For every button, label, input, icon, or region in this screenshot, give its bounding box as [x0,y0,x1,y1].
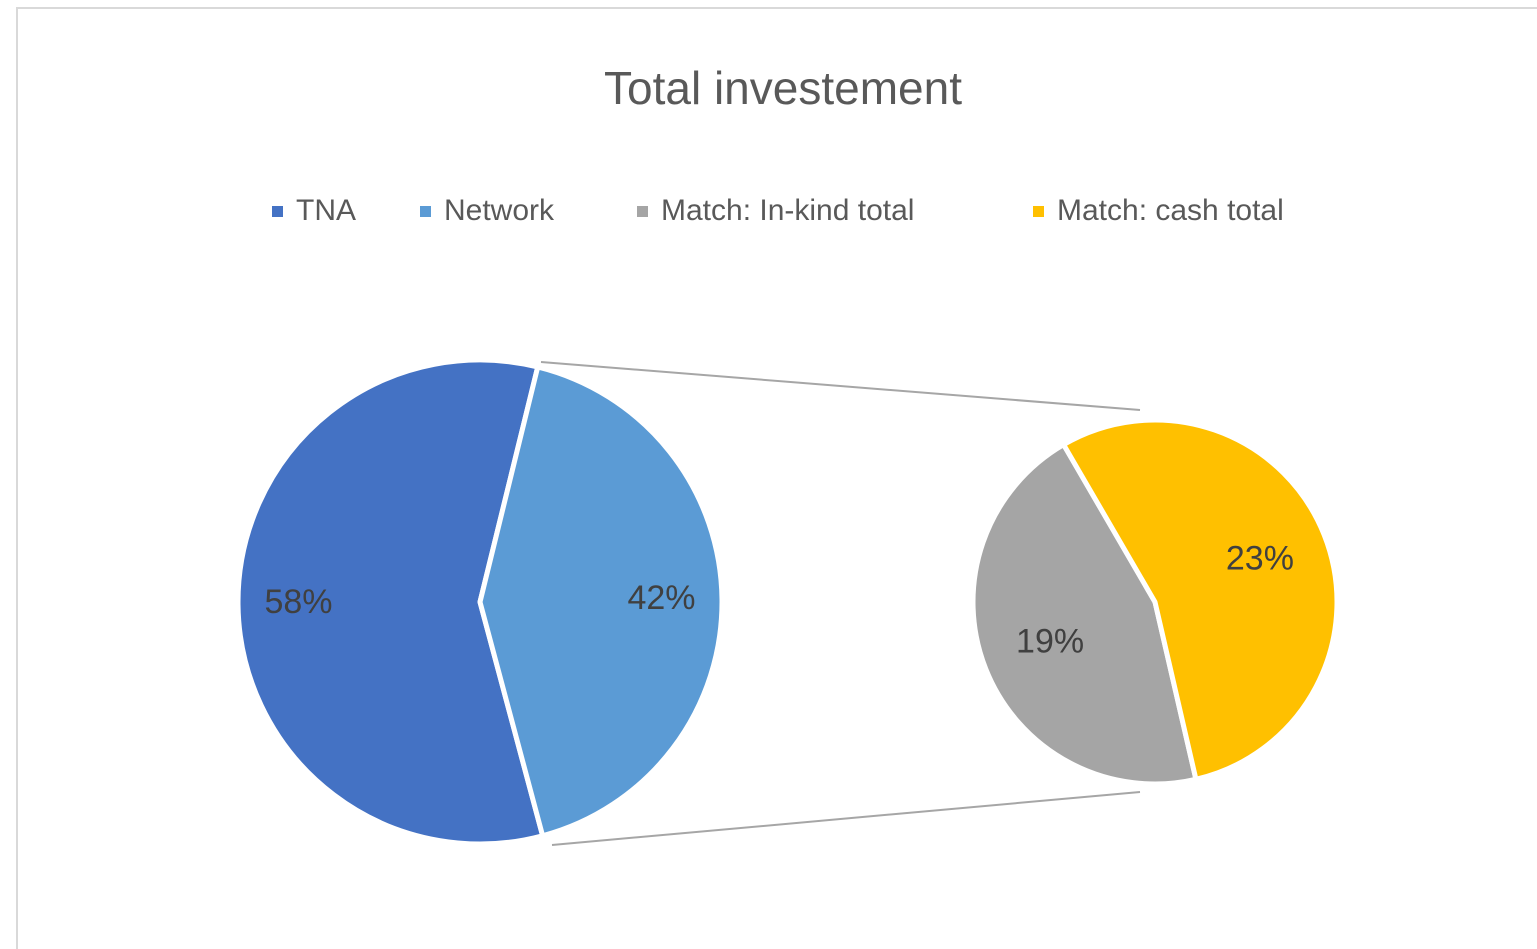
chart-title: Total investement [604,62,962,114]
legend-label: Match: In-kind total [661,194,914,227]
legend-swatch [1033,206,1044,217]
data-label: 42% [627,579,695,617]
connector-line [551,791,1141,846]
pie-slice [235,357,546,847]
legend-swatch [420,206,431,217]
legend-label: TNA [296,194,356,227]
legend-label: Match: cash total [1057,194,1284,227]
legend-swatch [637,206,648,217]
pie-slice [970,442,1199,787]
data-label: 19% [1016,622,1084,660]
legend-label: Network [444,194,555,227]
legend-swatch [272,206,283,217]
pie-slice [1061,417,1340,782]
pie-slice [477,364,725,839]
chart-border [16,7,1537,949]
connector-line [540,361,1141,411]
data-label: 23% [1226,539,1294,577]
data-label: 58% [264,583,332,621]
